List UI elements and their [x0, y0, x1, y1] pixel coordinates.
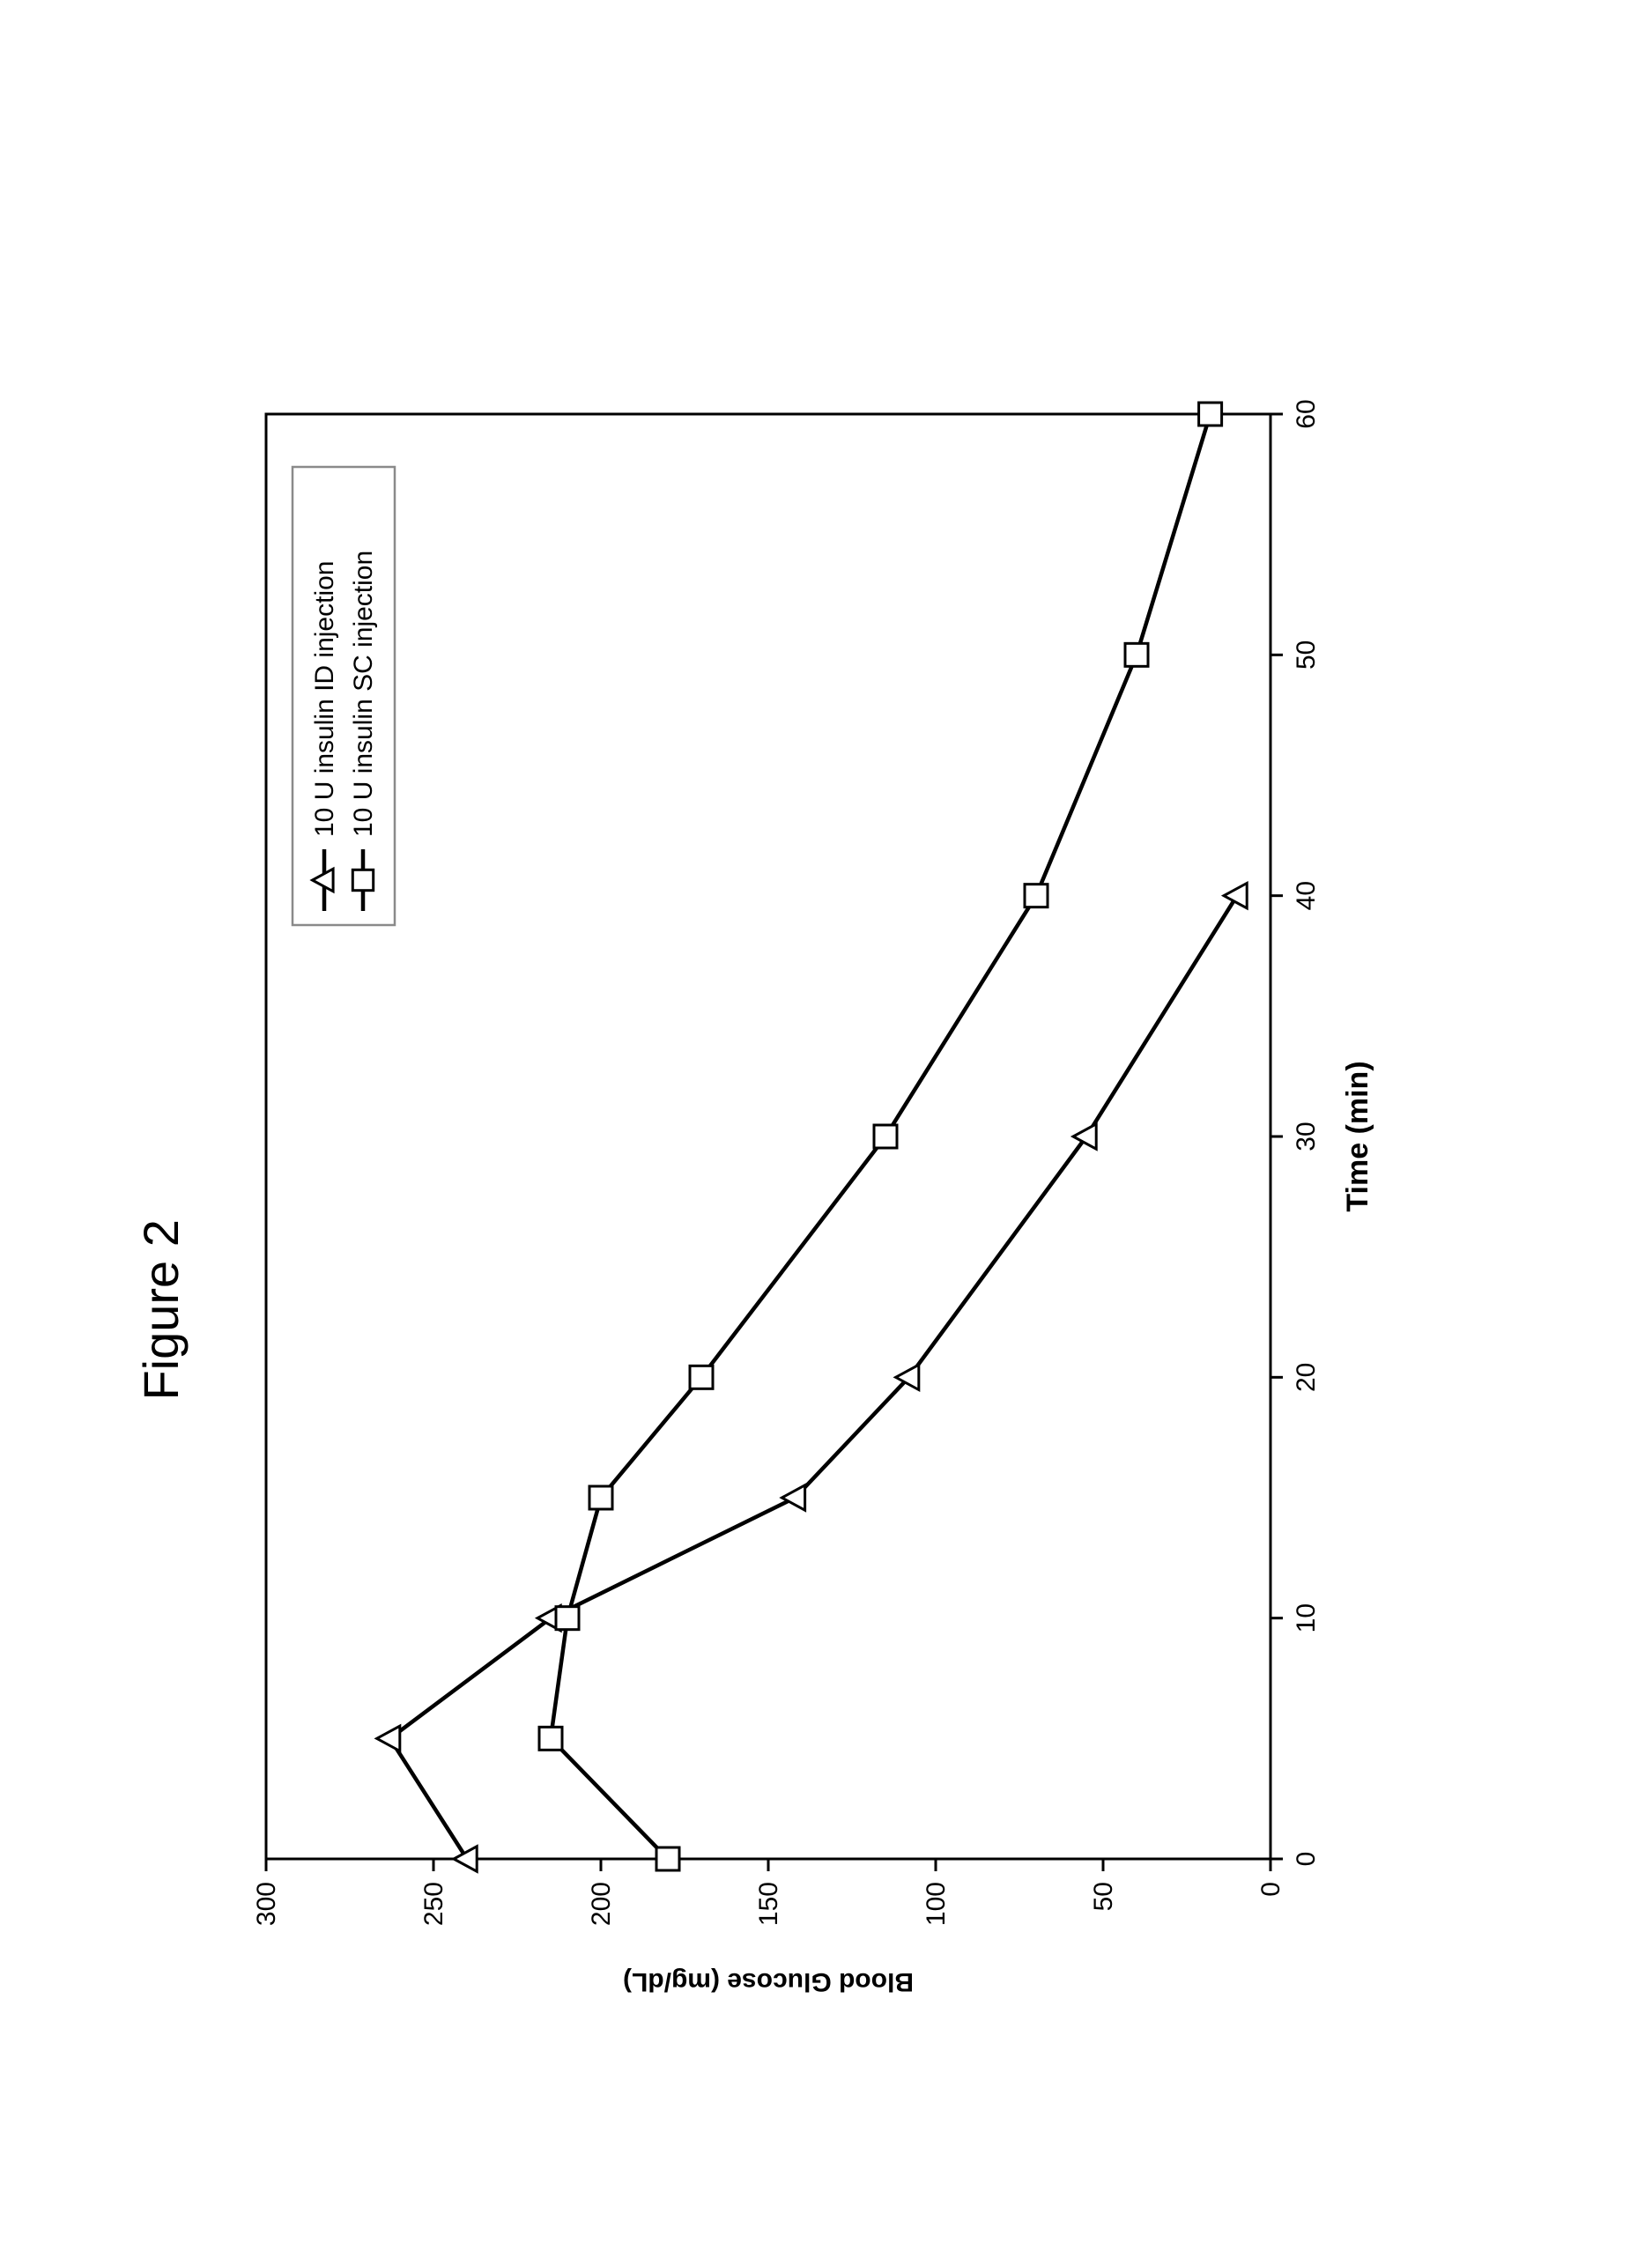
plot-area	[266, 414, 1270, 1859]
marker-square	[690, 1366, 713, 1388]
x-tick-label: 40	[1292, 881, 1321, 910]
y-tick-label: 50	[1089, 1882, 1118, 1911]
legend-label: 10 U insulin SC injection	[349, 551, 378, 837]
x-tick-label: 60	[1292, 399, 1321, 428]
marker-square	[352, 870, 373, 890]
legend-box	[293, 467, 395, 925]
y-tick-label: 150	[754, 1882, 783, 1926]
y-tick-label: 300	[252, 1882, 281, 1926]
marker-square	[1025, 885, 1048, 907]
chart: Figure 2 0 10 20 30 40 50 60 Time (min) 0 50 100 150…	[0, 0, 1652, 2254]
y-axis-label: Blood Glucose (mg/dL)	[623, 1967, 914, 1996]
x-tick-label: 20	[1292, 1363, 1321, 1392]
marker-square	[589, 1486, 612, 1509]
y-tick-label: 250	[419, 1882, 448, 1926]
y-tick-label: 0	[1256, 1882, 1285, 1897]
page: Figure 2 0 10 20 30 40 50 60 Time (min) 0 50 100 150…	[0, 0, 1652, 2254]
marker-square	[1199, 403, 1222, 426]
x-tick-label: 30	[1292, 1122, 1321, 1151]
legend-label: 10 U insulin ID injection	[310, 561, 339, 838]
x-axis-label: Time (min)	[1341, 1061, 1374, 1211]
marker-square	[874, 1125, 897, 1148]
x-tick-label: 0	[1292, 1852, 1321, 1867]
marker-square	[556, 1607, 579, 1630]
x-tick-label: 50	[1292, 640, 1321, 670]
x-tick-label: 10	[1292, 1603, 1321, 1632]
marker-square	[1125, 643, 1148, 666]
y-tick-label: 100	[922, 1882, 951, 1926]
marker-square	[539, 1727, 562, 1750]
y-tick-label: 200	[587, 1882, 616, 1926]
marker-square	[656, 1847, 679, 1870]
figure-title: Figure 2	[133, 1219, 189, 1400]
